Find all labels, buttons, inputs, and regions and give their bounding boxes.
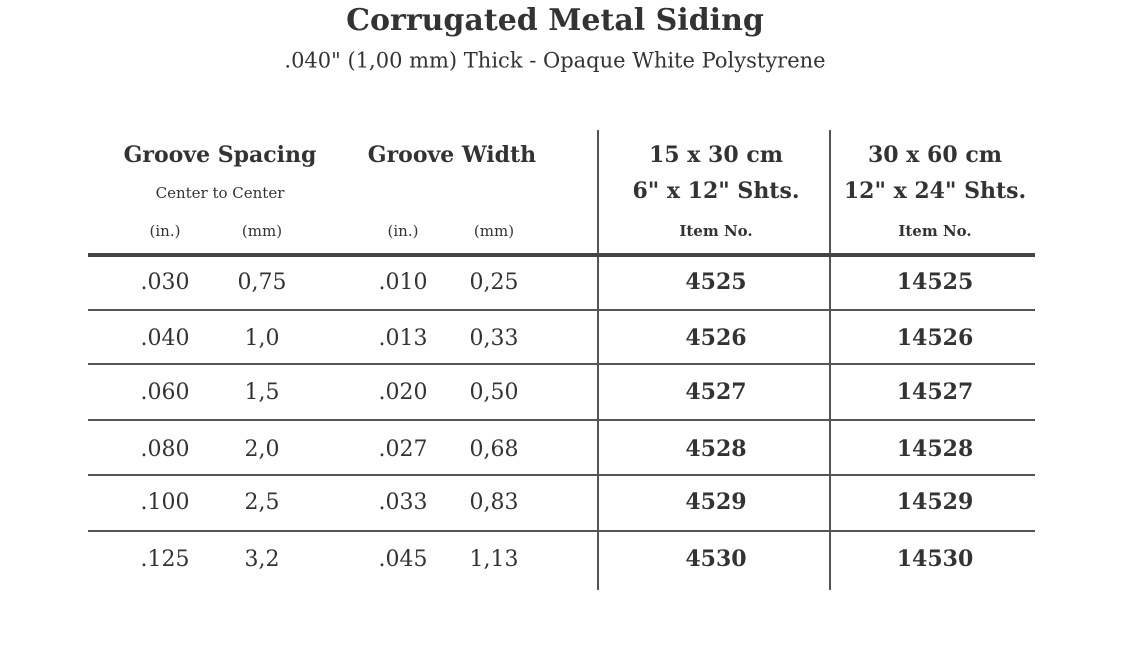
cell: 4529 [685,489,746,515]
cell: 14525 [897,269,974,295]
unit-label: (mm) [242,222,282,240]
cell: .010 [379,270,428,295]
cell: 0,50 [470,380,519,405]
cell: .045 [379,547,428,572]
cell: 1,0 [245,326,280,351]
cell: 0,75 [238,270,287,295]
cell: .030 [141,270,190,295]
cell: 14528 [897,436,974,462]
cell: 0,83 [470,490,519,515]
group-header: Groove Width [368,142,536,168]
cell: 1,13 [470,547,519,572]
cell: 4525 [685,269,746,295]
cell: .027 [379,437,428,462]
cell: 4528 [685,436,746,462]
subtitle: .040" (1,00 mm) Thick - Opaque White Pol… [284,49,825,73]
title: Corrugated Metal Siding [346,3,764,38]
group-note: 6" x 12" Shts. [632,178,799,204]
cell: 14526 [897,325,974,351]
cell: .100 [141,490,190,515]
unit-label: (in.) [150,222,181,240]
group-header: 15 x 30 cm [649,142,783,168]
cell: 3,2 [245,547,280,572]
cell: 0,33 [470,326,519,351]
group-note: 12" x 24" Shts. [844,178,1026,204]
cell: .013 [379,326,428,351]
unit-label: (in.) [388,222,419,240]
cell: 2,5 [245,490,280,515]
cell: 14529 [897,489,974,515]
unit-label: Item No. [679,222,752,240]
group-header: 30 x 60 cm [868,142,1002,168]
cell: 4530 [685,546,746,572]
cell: .020 [379,380,428,405]
cell: .125 [141,547,190,572]
cell: .060 [141,380,190,405]
cell: 0,25 [470,270,519,295]
cell: 2,0 [245,437,280,462]
cell: 1,5 [245,380,280,405]
cell: 14527 [897,379,974,405]
cell: 4526 [685,325,746,351]
cell: .080 [141,437,190,462]
unit-label: Item No. [898,222,971,240]
group-note: Center to Center [156,184,286,202]
cell: 4527 [685,379,746,405]
group-header: Groove Spacing [124,142,317,168]
cell: 0,68 [470,437,519,462]
cell: 14530 [897,546,974,572]
cell: .040 [141,326,190,351]
unit-label: (mm) [474,222,514,240]
cell: .033 [379,490,428,515]
